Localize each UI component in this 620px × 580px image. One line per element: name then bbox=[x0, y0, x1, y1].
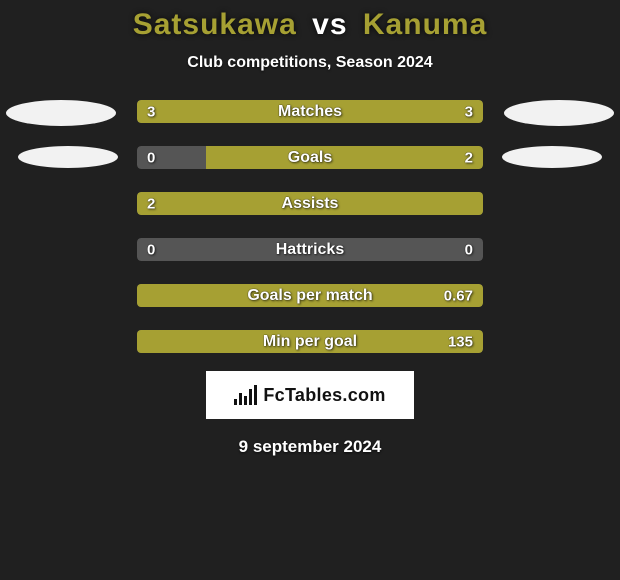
bar-fill-right bbox=[206, 146, 483, 169]
avatar-placeholder-right-top bbox=[504, 100, 614, 126]
stat-value-left: 0 bbox=[147, 149, 155, 166]
stat-row: 2 Assists bbox=[137, 192, 483, 215]
stat-value-left: 2 bbox=[147, 195, 155, 212]
title-player1: Satsukawa bbox=[133, 8, 297, 41]
stat-label: Goals per match bbox=[247, 287, 372, 305]
stat-label: Matches bbox=[278, 103, 342, 121]
date-label: 9 september 2024 bbox=[239, 437, 382, 457]
stat-value-right: 0.67 bbox=[444, 287, 473, 304]
avatar-placeholder-left-top bbox=[6, 100, 116, 126]
stat-value-right: 2 bbox=[465, 149, 473, 166]
stat-label: Hattricks bbox=[276, 241, 344, 259]
stat-value-right: 135 bbox=[448, 333, 473, 350]
stat-label: Goals bbox=[288, 149, 332, 167]
stat-value-right: 0 bbox=[465, 241, 473, 258]
avatar-placeholder-left-bottom bbox=[18, 146, 118, 168]
avatar-placeholder-right-bottom bbox=[502, 146, 602, 168]
page-title: Satsukawa vs Kanuma bbox=[133, 8, 488, 42]
stat-row: 3 3 Matches bbox=[137, 100, 483, 123]
stat-value-right: 3 bbox=[465, 103, 473, 120]
stat-label: Assists bbox=[282, 195, 339, 213]
stat-row: 135 Min per goal bbox=[137, 330, 483, 353]
branding-text: FcTables.com bbox=[263, 385, 385, 406]
stat-row: 0 0 Hattricks bbox=[137, 238, 483, 261]
stat-bars: 3 3 Matches 0 2 Goals 2 Assists 0 0 Hattricks 0.67 G… bbox=[137, 100, 483, 353]
chart-icon bbox=[234, 385, 257, 405]
stat-label: Min per goal bbox=[263, 333, 357, 351]
stat-value-left: 3 bbox=[147, 103, 155, 120]
stat-row: 0.67 Goals per match bbox=[137, 284, 483, 307]
comparison-stage: 3 3 Matches 0 2 Goals 2 Assists 0 0 Hattricks 0.67 G… bbox=[0, 100, 620, 353]
title-vs: vs bbox=[312, 8, 347, 41]
branding-badge: FcTables.com bbox=[206, 371, 414, 419]
subtitle: Club competitions, Season 2024 bbox=[187, 54, 432, 72]
title-player2: Kanuma bbox=[363, 8, 487, 41]
stat-value-left: 0 bbox=[147, 241, 155, 258]
stat-row: 0 2 Goals bbox=[137, 146, 483, 169]
